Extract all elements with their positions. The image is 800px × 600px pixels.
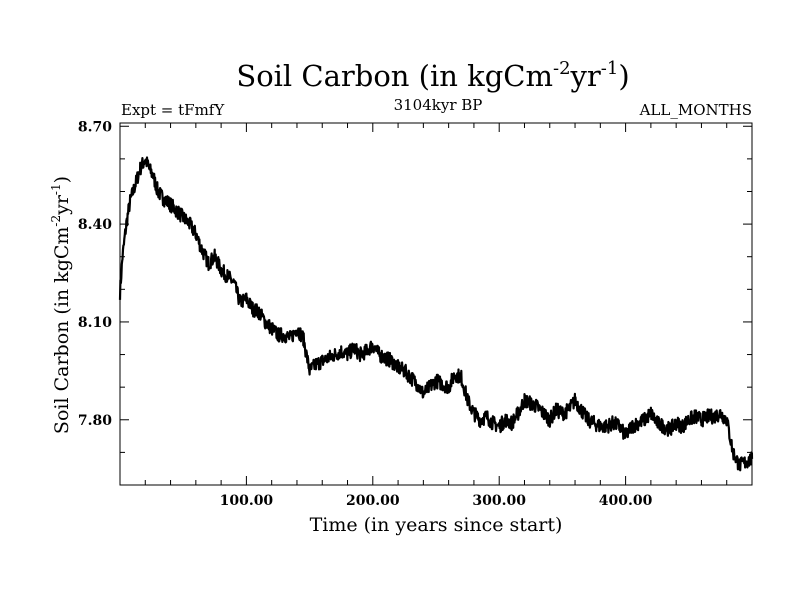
- chart-title: Soil Carbon (in kgCm-2yr-1): [236, 58, 629, 93]
- y-tick-label: 8.40: [78, 217, 112, 233]
- tick-labels: 100.00 200.00 300.00 400.00 7.80 8.10 8.40 8.70: [78, 119, 653, 509]
- x-tick-label: 100.00: [220, 493, 274, 509]
- x-tick-label: 400.00: [599, 493, 653, 509]
- soil-carbon-line: [118, 156, 754, 472]
- x-axis-label: Time (in years since start): [310, 514, 563, 536]
- plot-frame: [119, 122, 753, 486]
- x-tick-label: 300.00: [472, 493, 526, 509]
- y-tick-label: 8.70: [78, 119, 112, 135]
- experiment-label: Expt = tFmfY: [121, 101, 225, 119]
- y-tick-label: 7.80: [78, 413, 112, 429]
- period-label: 3104kyr BP: [394, 96, 483, 114]
- axis-ticks: [120, 123, 752, 485]
- months-label: ALL_MONTHS: [639, 101, 752, 119]
- y-axis-label: Soil Carbon (in kgCm-2yr-1): [49, 176, 73, 434]
- y-tick-label: 8.10: [78, 315, 112, 331]
- x-tick-label: 200.00: [346, 493, 400, 509]
